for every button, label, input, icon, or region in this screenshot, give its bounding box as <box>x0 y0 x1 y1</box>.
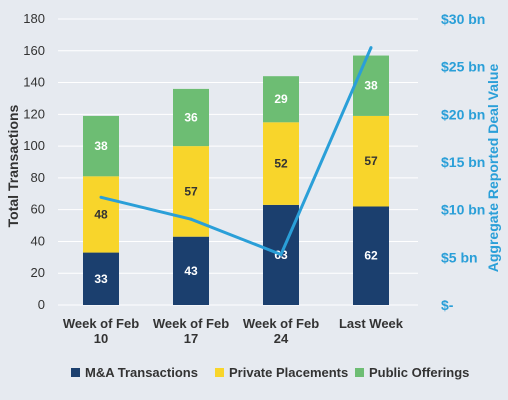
y2-tick-label: $- <box>441 297 454 313</box>
bar-private-placements <box>353 115 389 207</box>
x-category-label: Week of Feb <box>63 316 139 331</box>
bar-data-label: 62 <box>364 249 378 263</box>
bar-data-label: 38 <box>364 79 378 93</box>
y-tick-label: 180 <box>23 11 45 26</box>
x-category-label: 10 <box>94 331 108 346</box>
y-tick-label: 140 <box>23 75 45 90</box>
y-tick-label: 20 <box>31 265 45 280</box>
bar-private-placements <box>173 146 209 237</box>
y-tick-label: 100 <box>23 138 45 153</box>
line-series-deal-value <box>100 47 373 257</box>
legend-label: Public Offerings <box>369 365 469 380</box>
y2-tick-label: $25 bn <box>441 59 485 75</box>
y-tick-label: 120 <box>23 106 45 121</box>
bar-m-a-transactions <box>353 206 389 305</box>
y2-axis-title: Aggregate Reported Deal Value <box>485 64 501 273</box>
line-point <box>99 195 103 199</box>
line-point <box>189 217 193 221</box>
bar-private-placements <box>263 122 299 205</box>
bar-data-label: 43 <box>184 264 198 278</box>
y-tick-label: 80 <box>31 170 45 185</box>
y-tick-label: 160 <box>23 43 45 58</box>
y-tick-label: 40 <box>31 233 45 248</box>
x-category-label: 24 <box>274 331 289 346</box>
bar-data-label: 29 <box>274 92 288 106</box>
x-category-label: 17 <box>184 331 198 346</box>
bar-public-offerings <box>83 115 119 177</box>
y2-tick-label: $15 bn <box>441 154 485 170</box>
line-point <box>279 252 283 256</box>
x-category-label: Week of Feb <box>153 316 229 331</box>
y2-tick-label: $5 bn <box>441 249 478 265</box>
y2-tick-label: $30 bn <box>441 11 485 27</box>
x-category-label: Week of Feb <box>243 316 319 331</box>
legend-swatch <box>215 368 224 377</box>
bar-data-label: 48 <box>94 207 108 221</box>
legend-label: M&A Transactions <box>85 365 198 380</box>
bar-data-label: 36 <box>184 111 198 125</box>
y-tick-label: 60 <box>31 202 45 217</box>
bar-data-label: 52 <box>274 157 288 171</box>
bar-private-placements <box>83 176 119 253</box>
bar-data-label: 57 <box>184 184 198 198</box>
legend-swatch <box>355 368 364 377</box>
y2-tick-label: $10 bn <box>441 202 485 218</box>
bar-data-label: 57 <box>364 154 378 168</box>
legend-label: Private Placements <box>229 365 348 380</box>
bar-data-label: 38 <box>94 139 108 153</box>
bar-data-label: 33 <box>94 272 108 286</box>
x-category-label: Last Week <box>339 316 404 331</box>
y2-tick-label: $20 bn <box>441 106 485 122</box>
bar-m-a-transactions <box>83 252 119 305</box>
bar-public-offerings <box>353 55 389 116</box>
y-tick-label: 0 <box>38 297 45 312</box>
y-axis-title: Total Transactions <box>5 104 21 227</box>
legend-swatch <box>71 368 80 377</box>
bar-public-offerings <box>173 88 209 147</box>
bar-public-offerings <box>263 76 299 123</box>
line-point <box>369 46 373 50</box>
bar-m-a-transactions <box>173 236 209 305</box>
